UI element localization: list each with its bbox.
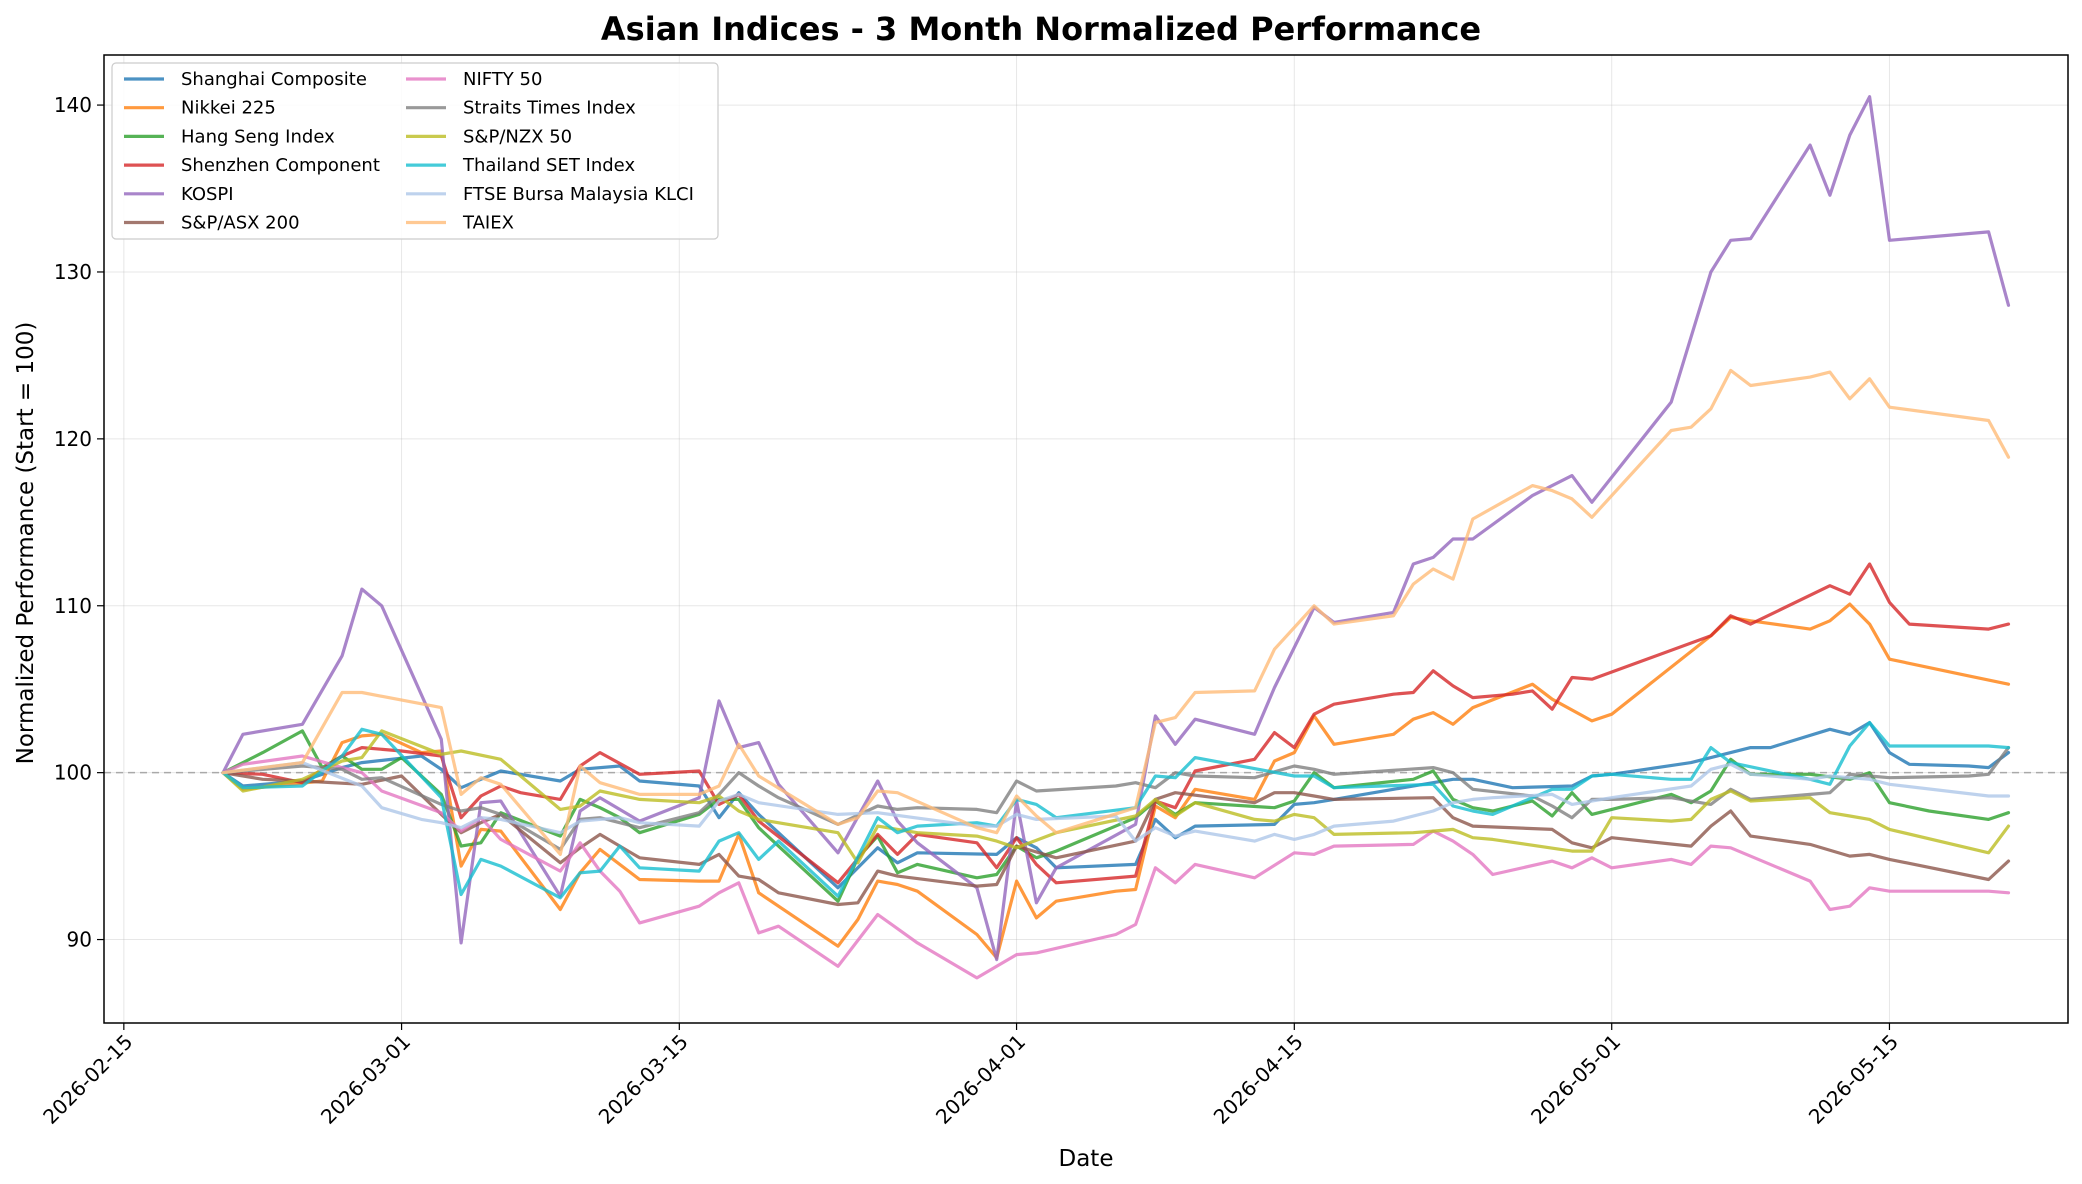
legend: Shanghai Composite Nikkei 225 Hang Seng In… — [111, 62, 719, 240]
y-axis-label: Normalized Performance (Start = 100) — [13, 322, 39, 765]
legend-label: Shenzhen Component — [181, 155, 380, 176]
series-line-s-p-asx-200 — [221, 771, 2011, 907]
legend-label: Nikkei 225 — [181, 98, 276, 119]
series-line-ftse-bursa-malaysia-klci — [221, 760, 2011, 843]
y-tick-label: 110 — [54, 594, 92, 618]
axes-frame — [103, 54, 2069, 1024]
x-tick-label: 2026-04-15 — [1209, 1030, 1308, 1129]
y-tick-label: 140 — [54, 93, 92, 117]
legend-box — [111, 62, 719, 240]
series-line-shanghai-composite — [221, 720, 2011, 890]
series-line-s-p-nzx-50 — [221, 729, 2011, 865]
x-tick-label: 2026-04-01 — [931, 1030, 1030, 1129]
y-tick-label: 90 — [67, 928, 92, 952]
y-tick-label: 130 — [54, 260, 92, 284]
legend-label: Shanghai Composite — [181, 69, 367, 90]
x-tick-label: 2026-05-15 — [1804, 1030, 1903, 1129]
x-tick-label: 2026-03-15 — [594, 1030, 693, 1129]
legend-label: Thailand SET Index — [462, 155, 635, 176]
x-tick-label: 2026-05-01 — [1526, 1030, 1625, 1129]
x-tick-label: 2026-03-01 — [316, 1030, 415, 1129]
y-tick-label: 120 — [54, 427, 92, 451]
series-line-kospi — [221, 95, 2011, 962]
legend-label: Straits Times Index — [463, 98, 636, 119]
series-line-thailand-set-index — [221, 720, 2011, 900]
chart-title: Asian Indices - 3 Month Normalized Perfo… — [601, 10, 1481, 48]
legend-label: KOSPI — [181, 184, 234, 205]
legend-label: NIFTY 50 — [463, 69, 542, 90]
series-lines — [221, 95, 2011, 980]
series-line-hang-seng-index — [221, 729, 2011, 903]
x-tick-label: 2026-02-15 — [38, 1030, 137, 1129]
legend-label: S&P/NZX 50 — [463, 126, 572, 147]
legend-label: FTSE Bursa Malaysia KLCI — [463, 184, 694, 205]
series-line-nifty-50 — [221, 754, 2011, 980]
legend-label: Hang Seng Index — [181, 126, 335, 147]
plot-area: 90 100 110 120 130 140 2026-02-15 2026-03-01 202… — [38, 54, 2069, 1129]
series-line-shenzhen-component — [221, 562, 2011, 885]
legend-label: S&P/ASX 200 — [181, 213, 300, 234]
legend-label: TAIEX — [462, 213, 514, 234]
y-tick-label: 100 — [54, 761, 92, 785]
x-axis-label: Date — [1059, 1146, 1114, 1172]
series-line-taiex — [221, 368, 2011, 857]
